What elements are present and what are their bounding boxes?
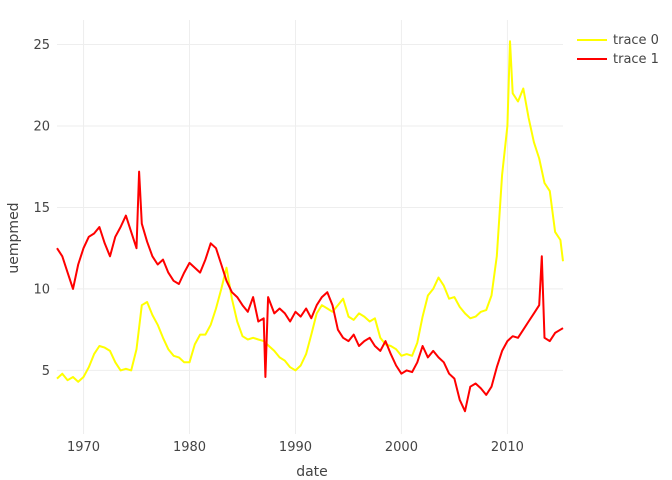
grid-lines xyxy=(57,20,563,434)
legend[interactable]: trace 0 trace 1 xyxy=(577,33,659,67)
legend-item-trace-0[interactable]: trace 0 xyxy=(577,33,659,48)
x-tick-label: 2000 xyxy=(385,440,418,455)
legend-label-trace-0: trace 0 xyxy=(613,33,659,48)
y-axis-title: uempmed xyxy=(6,202,22,273)
y-tick-label: 25 xyxy=(33,38,50,53)
y-tick-label: 20 xyxy=(33,119,50,134)
legend-label-trace-1: trace 1 xyxy=(613,52,659,67)
series-line-trace-1 xyxy=(56,170,564,413)
legend-item-trace-1[interactable]: trace 1 xyxy=(577,52,659,67)
series-lines xyxy=(56,40,564,413)
x-axis-title: date xyxy=(296,464,328,480)
y-tick-label: 15 xyxy=(33,201,50,216)
y-axis-ticks: 5 10 15 20 25 xyxy=(33,38,50,379)
x-tick-label: 1970 xyxy=(67,440,100,455)
series-line-trace-0 xyxy=(56,40,564,383)
x-tick-label: 2010 xyxy=(491,440,524,455)
x-tick-label: 1980 xyxy=(173,440,206,455)
x-axis-ticks: 1970 1980 1990 2000 2010 xyxy=(67,440,524,455)
x-tick-label: 1990 xyxy=(279,440,312,455)
y-tick-label: 5 xyxy=(42,364,50,379)
y-tick-label: 10 xyxy=(33,282,50,297)
